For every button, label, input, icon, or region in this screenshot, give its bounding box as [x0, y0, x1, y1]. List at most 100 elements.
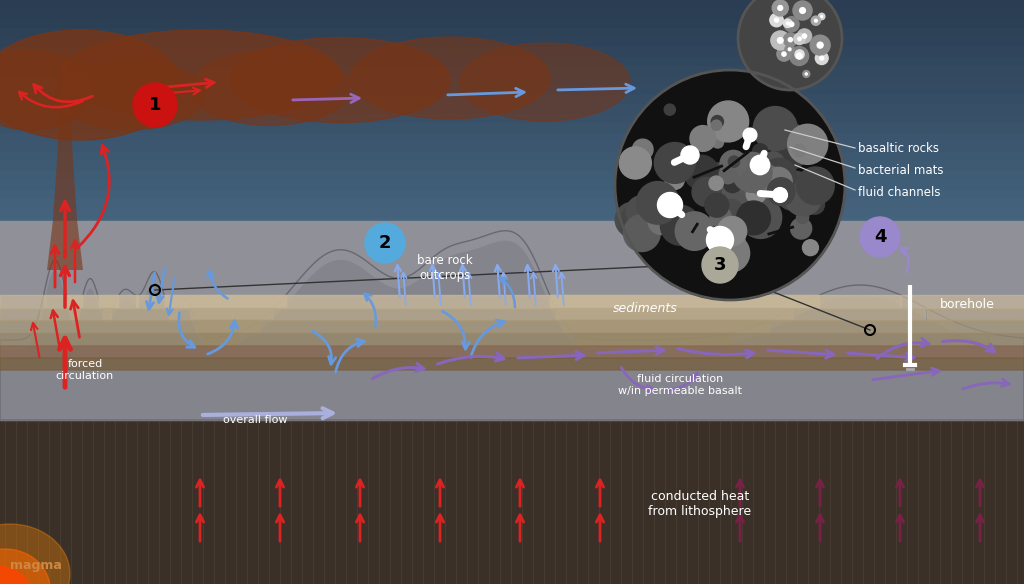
Ellipse shape	[0, 50, 90, 130]
Bar	[0, 95, 1024, 105]
Text: 4: 4	[873, 228, 886, 246]
Circle shape	[805, 73, 807, 75]
Circle shape	[717, 199, 744, 226]
Circle shape	[820, 16, 822, 18]
Text: overall flow: overall flow	[223, 415, 288, 425]
Circle shape	[712, 120, 722, 130]
Circle shape	[709, 176, 723, 190]
Bar	[0, 342, 1024, 352]
Circle shape	[767, 178, 795, 206]
Bar	[0, 180, 1024, 191]
Circle shape	[717, 166, 756, 204]
Circle shape	[774, 18, 778, 22]
Ellipse shape	[460, 43, 630, 121]
Circle shape	[665, 170, 684, 189]
Circle shape	[665, 104, 676, 115]
Circle shape	[692, 178, 721, 207]
Circle shape	[795, 50, 804, 59]
Text: basaltic rocks: basaltic rocks	[858, 141, 939, 155]
Bar	[0, 351, 1024, 361]
Ellipse shape	[190, 50, 350, 126]
Circle shape	[624, 215, 660, 252]
Ellipse shape	[0, 566, 33, 584]
Bar	[0, 85, 1024, 96]
Circle shape	[794, 33, 805, 44]
Text: fluid circulation
w/in permeable basalt: fluid circulation w/in permeable basalt	[618, 374, 742, 396]
Circle shape	[675, 212, 714, 251]
Circle shape	[860, 217, 900, 257]
Circle shape	[771, 31, 790, 50]
Bar	[0, 152, 1024, 162]
Circle shape	[784, 17, 799, 32]
Circle shape	[786, 22, 788, 25]
Circle shape	[753, 144, 768, 159]
Ellipse shape	[0, 549, 50, 584]
Circle shape	[690, 126, 716, 151]
Bar	[0, 133, 1024, 143]
Circle shape	[615, 202, 650, 237]
Circle shape	[798, 53, 801, 56]
Circle shape	[736, 201, 770, 235]
Circle shape	[761, 152, 784, 175]
Polygon shape	[0, 231, 1024, 420]
Circle shape	[627, 196, 658, 227]
Bar	[0, 105, 1024, 115]
Bar	[0, 275, 1024, 286]
Ellipse shape	[350, 37, 550, 119]
Circle shape	[718, 217, 746, 246]
Circle shape	[707, 185, 718, 196]
Circle shape	[633, 139, 653, 160]
Circle shape	[762, 179, 773, 190]
Bar	[0, 209, 1024, 219]
Bar	[0, 294, 1024, 305]
Circle shape	[803, 240, 818, 256]
Circle shape	[133, 83, 177, 127]
Circle shape	[707, 227, 733, 253]
Bar	[0, 67, 1024, 77]
Circle shape	[746, 184, 766, 204]
Circle shape	[753, 121, 772, 142]
Circle shape	[820, 56, 823, 60]
Circle shape	[722, 231, 745, 255]
Circle shape	[751, 155, 770, 175]
Circle shape	[798, 29, 812, 43]
Circle shape	[750, 164, 781, 197]
Circle shape	[743, 128, 757, 142]
Circle shape	[815, 52, 828, 64]
Circle shape	[637, 182, 679, 224]
Circle shape	[706, 183, 734, 211]
Circle shape	[811, 16, 820, 25]
Bar	[0, 285, 1024, 295]
Circle shape	[739, 196, 781, 238]
Circle shape	[648, 208, 674, 234]
Circle shape	[771, 134, 807, 170]
Circle shape	[784, 179, 821, 216]
Bar	[0, 123, 1024, 134]
Bar	[0, 313, 1024, 324]
Circle shape	[764, 167, 793, 196]
Bar	[0, 19, 1024, 29]
Text: 1: 1	[148, 96, 161, 114]
Bar	[0, 190, 1024, 200]
Bar	[0, 304, 1024, 314]
Bar	[0, 142, 1024, 153]
Circle shape	[699, 163, 737, 201]
Text: borehole: borehole	[940, 298, 995, 311]
Bar	[0, 247, 1024, 257]
Text: fluid channels: fluid channels	[858, 186, 940, 200]
Circle shape	[817, 42, 823, 48]
Circle shape	[790, 22, 794, 26]
Circle shape	[615, 70, 845, 300]
Circle shape	[810, 35, 830, 55]
Circle shape	[787, 124, 827, 164]
Circle shape	[797, 167, 835, 204]
Circle shape	[783, 33, 797, 47]
Circle shape	[762, 158, 797, 193]
Bar	[0, 38, 1024, 48]
Bar	[0, 199, 1024, 210]
Ellipse shape	[60, 30, 340, 120]
Ellipse shape	[55, 60, 205, 130]
Circle shape	[732, 152, 772, 192]
Bar	[0, 370, 1024, 381]
Circle shape	[712, 165, 734, 187]
